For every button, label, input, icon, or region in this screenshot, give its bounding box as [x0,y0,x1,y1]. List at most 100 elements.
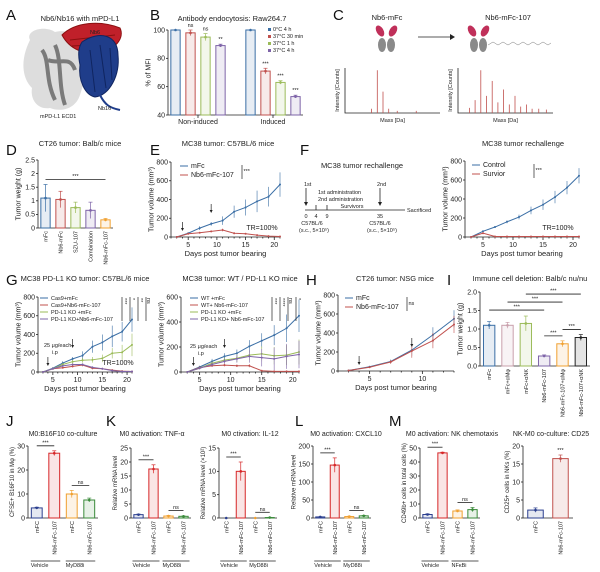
data-point [81,354,84,357]
y-tick-label: 600 [156,178,168,185]
y-tick-label: 0.0 [467,363,477,370]
y-tick-label: 2.0 [467,289,477,296]
data-point [91,345,94,348]
data-point [111,335,114,338]
bar [556,343,569,367]
legend-entry: PD-L1 KO +mFc [51,310,92,316]
panel-f-schematic: MC38 tumor rechallenge 1st 2nd 1st admin… [299,161,431,234]
y-axis-label: Tumor weight (g) [457,303,464,356]
category-label: mFC [224,521,230,533]
data-point [71,357,74,360]
data-point [494,235,496,238]
series-line [187,315,300,373]
y-tick-label: 20 [120,459,128,466]
data-point [426,513,429,516]
label-admin1: 1st administration [318,190,361,196]
bar [501,324,514,367]
data-point [268,516,272,519]
panel-letter-e: E [150,142,160,159]
y-tick-label: 30 [17,443,25,450]
nb16-tail-image [99,94,121,111]
pdl1-surface-image [23,28,86,110]
y-tick-label: 10 [512,479,520,486]
data-point [210,222,213,225]
data-point [131,370,133,373]
y-tick-label: 800 [450,158,462,165]
category-label: mFC [253,521,259,533]
bar [245,29,256,116]
data-point [89,209,92,212]
chart-title: MC38 tumor: WT / PD-L1 KO mice [182,274,297,283]
y-tick-label: 40 [157,112,165,119]
chart-title: Immune cell deletion: Balb/c nu/nu [473,274,588,283]
antibody-conjugate-icon-right [467,25,552,52]
significance-label: ns [78,480,84,486]
data-point [131,318,133,321]
data-point [233,232,236,235]
spectrum-axes [344,68,440,114]
arrow-down-icon [71,345,75,348]
chart-c1: Intensity [Counts] Mass [Da] [335,68,440,124]
category-label: Nb6-mFc-107 [182,521,188,555]
y-tick-label: 600 [323,311,335,318]
data-point [235,352,238,355]
data-point [121,330,124,333]
y-tick-label: 400 [323,330,335,337]
data-point [137,513,140,516]
chart-title: NK-M0 co-culture: CD25 [513,431,589,438]
label-nb16: Nb16 [98,106,111,112]
chart-title: M0 activation: NK chemotaxis [406,431,499,438]
significance-label: ** [137,298,143,303]
chart-l: M0 activation: CXCL10 0 50 100 150 200Relativ… [291,431,382,569]
data-point [333,463,337,467]
series-line [42,364,132,373]
data-point [61,363,64,366]
data-point [518,235,520,238]
bar [329,464,340,519]
x-axis-label: Days post tumor bearing [481,249,563,258]
group-label: Vehicle [314,563,332,569]
tumor-regression-label: TR=100% [246,225,277,232]
label-day-35: 35 [377,214,383,220]
legend-entry: WT +mFc [201,296,225,302]
data-point [256,200,259,203]
significance-label: *** [230,452,237,458]
significance-label: * [129,298,135,301]
y-tick-label: 100 [153,27,165,34]
data-point [174,28,177,32]
data-point [566,186,568,189]
data-point [244,206,247,209]
chart-title: M0:B16F10 co-culture [29,431,98,438]
data-point [256,234,259,237]
legend-swatch [268,49,271,52]
data-point [273,334,276,337]
x-tick-label: 10 [213,242,221,249]
panel-letter-m: M [389,413,402,430]
y-axis-label: Relative mRNA level [113,456,119,511]
significance-label: *** [568,324,575,330]
label-first: 1st [304,182,312,188]
legend-entry: Cas9+mFc [51,296,78,302]
y-tick-label: 1.5 [467,308,477,315]
x-axis-label: Days post tumor bearing [44,384,126,393]
y-tick-label: 200 [23,351,35,358]
y-axis-label: Relative mRNA level (×10²) [201,447,207,520]
dose-label: 25 μg/each [190,344,217,350]
y-tick-label: 0 [124,515,128,522]
data-point [561,342,564,346]
spectrum-axes [457,68,553,114]
data-point [121,351,124,354]
label-mouse-left: C57BL/6 [301,221,322,227]
group-label: Vehicle [422,563,440,569]
chart-b: Antibody endocytosis: Raw264.7 40 60 80 100%… [145,14,303,126]
category-label: SZU-107 [74,231,80,253]
nb6-mfc-107-title: Nb6-mFc-107 [485,13,531,22]
tumor-regression-label: TR=100% [542,225,573,232]
bar [275,81,286,116]
legend-entry: mFc [191,163,205,170]
y-tick-label: 30 [409,473,417,480]
y-tick-label: 0 [31,369,35,376]
